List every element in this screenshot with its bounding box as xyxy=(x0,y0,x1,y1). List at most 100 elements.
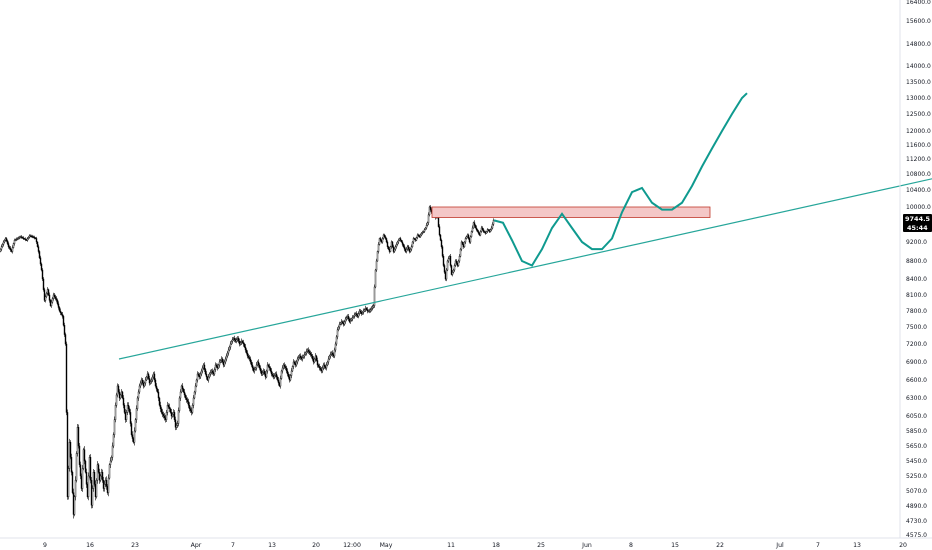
candle-body xyxy=(482,229,485,232)
candle-body xyxy=(477,231,480,234)
rising-trendline[interactable] xyxy=(118,178,932,360)
candle-body xyxy=(424,227,427,230)
candle-body xyxy=(176,423,179,426)
price-tick-label: 4890.0 xyxy=(906,503,927,510)
time-axis[interactable]: 9 16 23 Apr 7 13 20 12:00 May 11 18 25 Jun 8 15 22 Jul 7 1… xyxy=(43,542,907,549)
candle-body xyxy=(363,309,366,312)
candle-body xyxy=(123,405,126,413)
candle-body xyxy=(134,419,137,432)
candle-body xyxy=(353,314,356,317)
price-tick-label: 5070.0 xyxy=(906,488,927,495)
candle-body xyxy=(250,361,253,366)
candle-body xyxy=(51,298,54,303)
candle-body xyxy=(301,357,304,360)
candle-body xyxy=(295,361,298,366)
candle-body xyxy=(235,339,238,342)
candle-body xyxy=(207,376,210,381)
candle-body xyxy=(79,464,82,477)
candle-body xyxy=(74,479,77,498)
candle-body xyxy=(470,231,473,237)
price-tick-label: 7800.0 xyxy=(906,308,927,315)
candle-body xyxy=(131,434,134,439)
candle-body xyxy=(481,227,484,230)
candle-body xyxy=(291,366,294,372)
candle-body xyxy=(145,376,148,381)
price-axis[interactable]: 4575.0 4730.0 4890.0 5070.0 5250.0 5450.0 5650… xyxy=(906,0,931,539)
price-tick-label: 4730.0 xyxy=(906,518,927,525)
candle-body xyxy=(321,367,324,372)
candle-body xyxy=(117,385,120,393)
candle-body xyxy=(119,394,122,399)
candle-body xyxy=(141,379,144,384)
candle-body xyxy=(122,397,125,406)
candle-body xyxy=(335,336,338,345)
resistance-zone[interactable] xyxy=(431,206,711,218)
candle-body xyxy=(259,367,262,372)
candle-body xyxy=(63,325,66,335)
time-tick-label: 23 xyxy=(131,542,139,549)
price-tick-label: 8100.0 xyxy=(906,292,927,299)
candle-body xyxy=(447,258,450,262)
candle-body xyxy=(113,419,116,435)
candle-body xyxy=(453,265,456,271)
candle-body xyxy=(458,256,461,262)
candle-body xyxy=(228,346,231,351)
bar-countdown-label: 45:44 xyxy=(907,224,928,232)
candle-body xyxy=(343,321,346,325)
candle-body xyxy=(101,472,104,481)
candle-body xyxy=(317,364,320,367)
price-tick-label: 16400.0 xyxy=(906,0,931,6)
candle-body xyxy=(186,399,189,402)
candle-body xyxy=(226,352,229,357)
candle-body xyxy=(479,231,482,236)
candle-body xyxy=(378,238,381,245)
projected-price-path[interactable] xyxy=(493,92,748,267)
candle-body xyxy=(261,372,264,375)
candle-body xyxy=(225,355,228,360)
candle-body xyxy=(214,364,217,370)
price-tick-label: 11200.0 xyxy=(906,156,931,163)
candle-body xyxy=(476,229,479,232)
candle-body xyxy=(387,246,390,250)
candle-body xyxy=(334,343,337,351)
candle-body xyxy=(426,222,429,226)
candle-body xyxy=(208,373,211,378)
candle-body xyxy=(42,278,45,290)
candle-body xyxy=(11,247,14,252)
candle-body xyxy=(489,229,492,232)
candle-body xyxy=(415,237,418,241)
candle-body xyxy=(73,496,76,515)
candle-body xyxy=(203,364,206,370)
price-tick-label: 7500.0 xyxy=(906,324,927,331)
candle-body xyxy=(177,410,180,424)
candle-body xyxy=(211,370,214,373)
price-tick-label: 13500.0 xyxy=(906,79,931,86)
candle-body xyxy=(465,236,468,239)
candle-body xyxy=(490,227,493,230)
candle-body xyxy=(204,369,207,375)
candle-body xyxy=(393,248,396,252)
candle-body xyxy=(143,382,146,387)
price-tick-label: 13000.0 xyxy=(906,95,931,102)
candle-body xyxy=(149,381,152,384)
candle-body xyxy=(87,475,90,498)
candle-body xyxy=(137,391,140,399)
candle-body xyxy=(302,355,305,358)
candle-body xyxy=(40,263,43,271)
candle-body xyxy=(84,460,87,473)
candle-body xyxy=(138,385,141,393)
candle-body xyxy=(237,338,240,342)
candle-body xyxy=(156,388,159,393)
candle-body xyxy=(230,340,233,345)
candle-body xyxy=(108,464,111,479)
candle-body xyxy=(241,340,244,343)
candle-body xyxy=(239,342,242,345)
candle-body xyxy=(492,220,495,225)
price-tick-label: 4575.0 xyxy=(906,532,927,539)
candle-body xyxy=(391,241,394,247)
candle-body xyxy=(487,229,490,231)
candle-body xyxy=(369,309,372,312)
candle-body xyxy=(296,358,299,363)
candle-body xyxy=(326,361,329,366)
